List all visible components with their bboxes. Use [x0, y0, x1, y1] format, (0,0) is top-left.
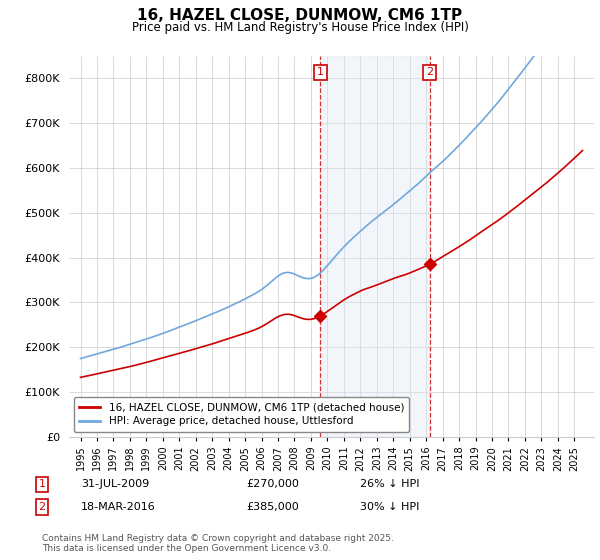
Text: 2: 2	[426, 67, 433, 77]
Text: 18-MAR-2016: 18-MAR-2016	[81, 502, 156, 512]
Text: 30% ↓ HPI: 30% ↓ HPI	[360, 502, 419, 512]
Text: £270,000: £270,000	[246, 479, 299, 489]
Text: 16, HAZEL CLOSE, DUNMOW, CM6 1TP: 16, HAZEL CLOSE, DUNMOW, CM6 1TP	[137, 8, 463, 24]
Text: Price paid vs. HM Land Registry's House Price Index (HPI): Price paid vs. HM Land Registry's House …	[131, 21, 469, 34]
Text: 26% ↓ HPI: 26% ↓ HPI	[360, 479, 419, 489]
Bar	[320, 56, 430, 437]
Text: Contains HM Land Registry data © Crown copyright and database right 2025.
This d: Contains HM Land Registry data © Crown c…	[42, 534, 394, 553]
Text: £385,000: £385,000	[246, 502, 299, 512]
Text: 2: 2	[38, 502, 46, 512]
Text: 1: 1	[38, 479, 46, 489]
Legend: 16, HAZEL CLOSE, DUNMOW, CM6 1TP (detached house), HPI: Average price, detached : 16, HAZEL CLOSE, DUNMOW, CM6 1TP (detach…	[74, 397, 409, 432]
Text: 31-JUL-2009: 31-JUL-2009	[81, 479, 149, 489]
Text: 1: 1	[317, 67, 324, 77]
